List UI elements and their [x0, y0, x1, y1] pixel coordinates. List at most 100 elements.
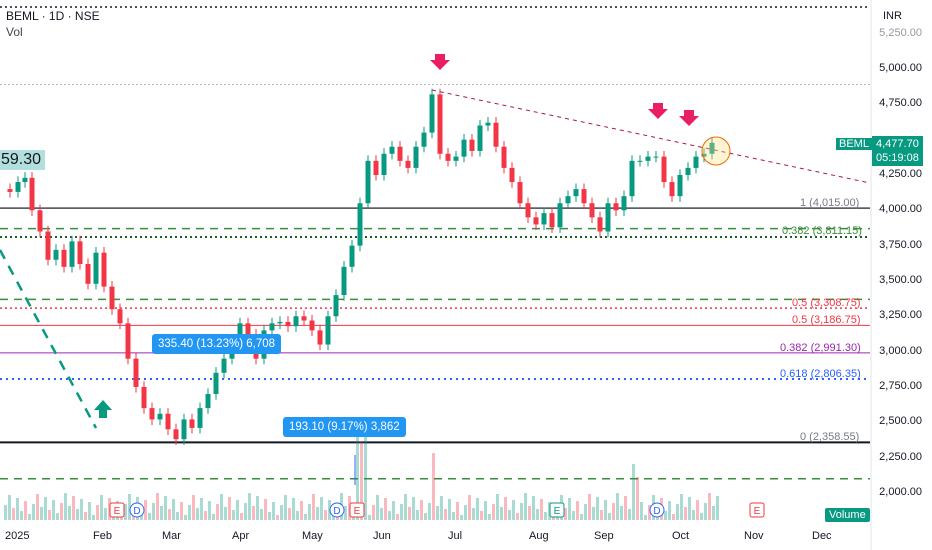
- candle-body: [373, 160, 379, 175]
- down-arrow-icon: [648, 103, 668, 119]
- candle-body: [277, 321, 283, 324]
- volume-bar: [288, 508, 291, 520]
- price-axis-label: 5,250.00: [879, 27, 922, 39]
- candle-body: [581, 189, 587, 204]
- volume-bar: [704, 503, 707, 520]
- event-marker-label: D: [133, 506, 140, 517]
- volume-bar: [76, 509, 79, 520]
- candle-body: [77, 241, 83, 264]
- volume-bar: [80, 499, 83, 520]
- volume-indicator-label[interactable]: Vol: [6, 25, 23, 39]
- volume-bar: [432, 453, 435, 520]
- volume-bar: [272, 502, 275, 520]
- volume-bar: [472, 508, 475, 520]
- volume-bar: [544, 512, 547, 520]
- volume-bar: [292, 498, 295, 520]
- volume-bar: [688, 497, 691, 520]
- volume-bar: [648, 505, 651, 520]
- volume-bar: [40, 507, 43, 520]
- price-axis-label: 4,750.00: [879, 97, 922, 110]
- volume-bar: [372, 505, 375, 520]
- candle-body: [493, 122, 499, 147]
- candle-body: [141, 386, 147, 409]
- volume-bar: [436, 506, 439, 520]
- volume-bar: [676, 504, 679, 520]
- candle-body: [189, 419, 195, 428]
- date-axis-label: 2025: [5, 530, 30, 542]
- volume-bar: [296, 511, 299, 520]
- candle-body: [149, 408, 155, 420]
- volume-bar: [308, 504, 311, 520]
- volume-bar: [216, 504, 219, 520]
- volume-bar: [20, 511, 23, 520]
- volume-bar: [408, 507, 411, 520]
- volume-bar: [716, 496, 719, 520]
- candle-body: [293, 316, 299, 327]
- volume-bar: [48, 510, 51, 520]
- diagonal-dashed-line: [0, 249, 98, 429]
- symbol-header: BEML · 1D · NSE: [6, 9, 100, 23]
- volume-bar: [508, 510, 511, 520]
- volume-bar: [600, 510, 603, 520]
- volume-bar: [412, 497, 415, 520]
- event-marker-label: D: [653, 506, 660, 517]
- candle-body: [565, 196, 571, 204]
- volume-bar: [488, 514, 491, 520]
- candle-body: [117, 309, 123, 324]
- volume-bar: [532, 496, 535, 520]
- fib-level-label: 1 (4,015.00): [800, 197, 860, 209]
- date-axis-label: Mar: [162, 530, 181, 542]
- volume-bar: [268, 512, 271, 520]
- volume-bar: [28, 514, 31, 520]
- candle-body: [453, 156, 459, 161]
- volume-bar: [212, 514, 215, 520]
- candle-body: [197, 408, 203, 428]
- price-axis-label: 3,500.00: [879, 273, 922, 286]
- candle-body: [157, 413, 163, 420]
- volume-bar: [224, 507, 227, 520]
- volume-bar: [364, 432, 367, 520]
- candle-body: [669, 182, 675, 197]
- date-axis-label: Jun: [373, 530, 391, 542]
- candle-body: [37, 210, 43, 232]
- volume-bar: [664, 511, 667, 520]
- candle-body: [605, 203, 611, 232]
- price-axis-label: 3,000.00: [879, 344, 922, 357]
- volume-bar: [684, 507, 687, 520]
- ticker-badge: BEML: [836, 138, 872, 150]
- volume-bar: [88, 502, 91, 520]
- earnings-marker-icon: [109, 502, 125, 518]
- earnings-marker-icon: [749, 502, 765, 518]
- volume-bar: [400, 504, 403, 520]
- candle-body: [317, 330, 323, 345]
- volume-bar: [228, 497, 231, 520]
- volume-bar: [72, 496, 75, 520]
- volume-bar: [324, 510, 327, 520]
- event-marker-label: E: [114, 506, 121, 517]
- candle-body: [237, 323, 243, 345]
- volume-bar: [588, 494, 591, 520]
- volume-button[interactable]: Volume: [825, 508, 870, 522]
- volume-bar: [404, 494, 407, 520]
- volume-bar: [240, 513, 243, 520]
- volume-bar: [584, 504, 587, 520]
- volume-bar: [160, 506, 163, 520]
- highlight-circle: [701, 136, 731, 166]
- candle-body: [597, 217, 603, 232]
- candle-body: [509, 167, 515, 183]
- volume-bar: [680, 494, 683, 520]
- volume-bar: [36, 494, 39, 520]
- dividend-marker-icon: [129, 502, 145, 518]
- volume-bar: [16, 498, 19, 520]
- date-axis-label: Aug: [529, 530, 549, 542]
- volume-bar: [668, 501, 671, 520]
- candle-body: [613, 203, 619, 211]
- candle-body: [22, 177, 28, 183]
- candle-body: [573, 189, 579, 197]
- volume-bar: [164, 496, 167, 520]
- down-arrow-icon: [430, 54, 450, 70]
- candle-body: [645, 156, 651, 161]
- volume-bar: [712, 506, 715, 520]
- date-axis-label: Feb: [93, 530, 112, 542]
